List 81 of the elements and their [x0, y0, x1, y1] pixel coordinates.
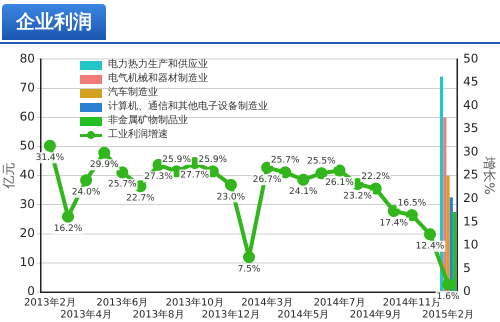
x-tick-label: 2015年2月: [422, 308, 474, 321]
y2-tick-label: 35: [463, 121, 478, 136]
y-tick-label: 80: [20, 51, 35, 66]
legend-label: 工业利润增速: [108, 128, 168, 142]
legend-label: 计算机、通信和其他电子设备制造业: [108, 100, 268, 114]
y-tick-label: 30: [20, 196, 35, 211]
data-label: 12.4%: [416, 242, 445, 252]
point: [370, 182, 382, 195]
point: [388, 204, 400, 217]
data-label: 25.7%: [270, 156, 300, 166]
y-tick-label: 0: [27, 284, 35, 298]
y2-tick-label: 45: [463, 74, 478, 89]
point: [279, 166, 292, 178]
x-tick-label: 2013年4月: [60, 308, 112, 321]
data-label: 16.5%: [398, 198, 427, 209]
y-tick-label: 50: [20, 138, 35, 153]
data-label: 25.7%: [108, 180, 138, 190]
data-label: 26.1%: [325, 178, 354, 188]
point: [62, 210, 74, 223]
point: [243, 251, 255, 264]
legend-label: 汽车制造业: [108, 86, 158, 100]
x-tick-label: 2014年5月: [277, 308, 330, 321]
data-label: 22.2%: [361, 172, 390, 182]
data-label: 7.5%: [238, 264, 261, 274]
x-tick-label: 2013年8月: [132, 308, 184, 321]
point: [333, 164, 346, 176]
point: [116, 166, 128, 178]
y2-tick-label: 50: [463, 51, 478, 66]
data-label: 17.4%: [379, 218, 409, 228]
data-label: 16.2%: [54, 224, 83, 234]
point: [297, 174, 310, 186]
y-tick-label: 40: [20, 168, 35, 182]
y2-axis-title: 增长%: [480, 155, 496, 195]
y2-tick-label: 10: [463, 238, 478, 252]
y2-tick-label: 5: [463, 260, 471, 275]
y-tick-label: 20: [20, 226, 35, 240]
data-label: 31.4%: [36, 153, 65, 164]
y-tick-label: 10: [20, 255, 35, 270]
y2-tick-label: 30: [463, 144, 478, 158]
data-label: 27.3%: [144, 172, 174, 182]
point: [406, 209, 418, 222]
data-label: 25.5%: [307, 156, 336, 167]
data-label: 23.2%: [343, 191, 372, 202]
y2-tick-label: 20: [463, 191, 478, 206]
chart-title: 企业利润: [2, 4, 106, 40]
data-label: 22.7%: [126, 194, 156, 204]
x-tick-label: 2013年10月: [166, 296, 224, 309]
point: [442, 278, 454, 291]
data-label: 25.9%: [198, 154, 228, 165]
data-label: 27.7%: [180, 170, 210, 180]
y2-tick-label: 25: [463, 168, 478, 182]
legend-label: 电气机械和器材制造业: [108, 72, 208, 86]
point: [44, 140, 56, 152]
legend-label: 电力热力生产和供应业: [108, 58, 208, 72]
y2-tick-label: 0: [463, 284, 471, 298]
x-tick-label: 2014年9月: [350, 308, 402, 321]
y-tick-label: 60: [20, 110, 35, 124]
x-tick-label: 2014年7月: [314, 296, 366, 309]
data-label: 24.1%: [289, 187, 318, 198]
data-label: 25.9%: [162, 154, 192, 165]
y2-tick-label: 40: [463, 98, 478, 112]
data-label: 23.0%: [216, 192, 246, 202]
legend-label: 非金属矿物制品业: [108, 114, 188, 128]
point: [261, 162, 274, 174]
y2-tick-label: 15: [463, 214, 478, 228]
data-label: 26.7%: [252, 175, 282, 186]
point: [424, 228, 436, 240]
x-tick-label: 2013年2月: [24, 296, 76, 309]
point: [315, 167, 328, 180]
x-tick-label: 2014年3月: [241, 296, 294, 309]
y-tick-label: 70: [20, 80, 35, 94]
x-tick-label: 2013年6月: [96, 296, 148, 309]
data-label: 1.6%: [436, 292, 460, 302]
x-tick-label: 2013年12月: [202, 308, 260, 321]
point: [206, 165, 219, 178]
point: [98, 146, 110, 159]
data-label: 29.9%: [90, 160, 119, 170]
point: [224, 178, 237, 191]
y-axis-title: 亿元: [2, 162, 18, 190]
point: [80, 174, 92, 186]
data-label: 24.0%: [72, 188, 101, 198]
